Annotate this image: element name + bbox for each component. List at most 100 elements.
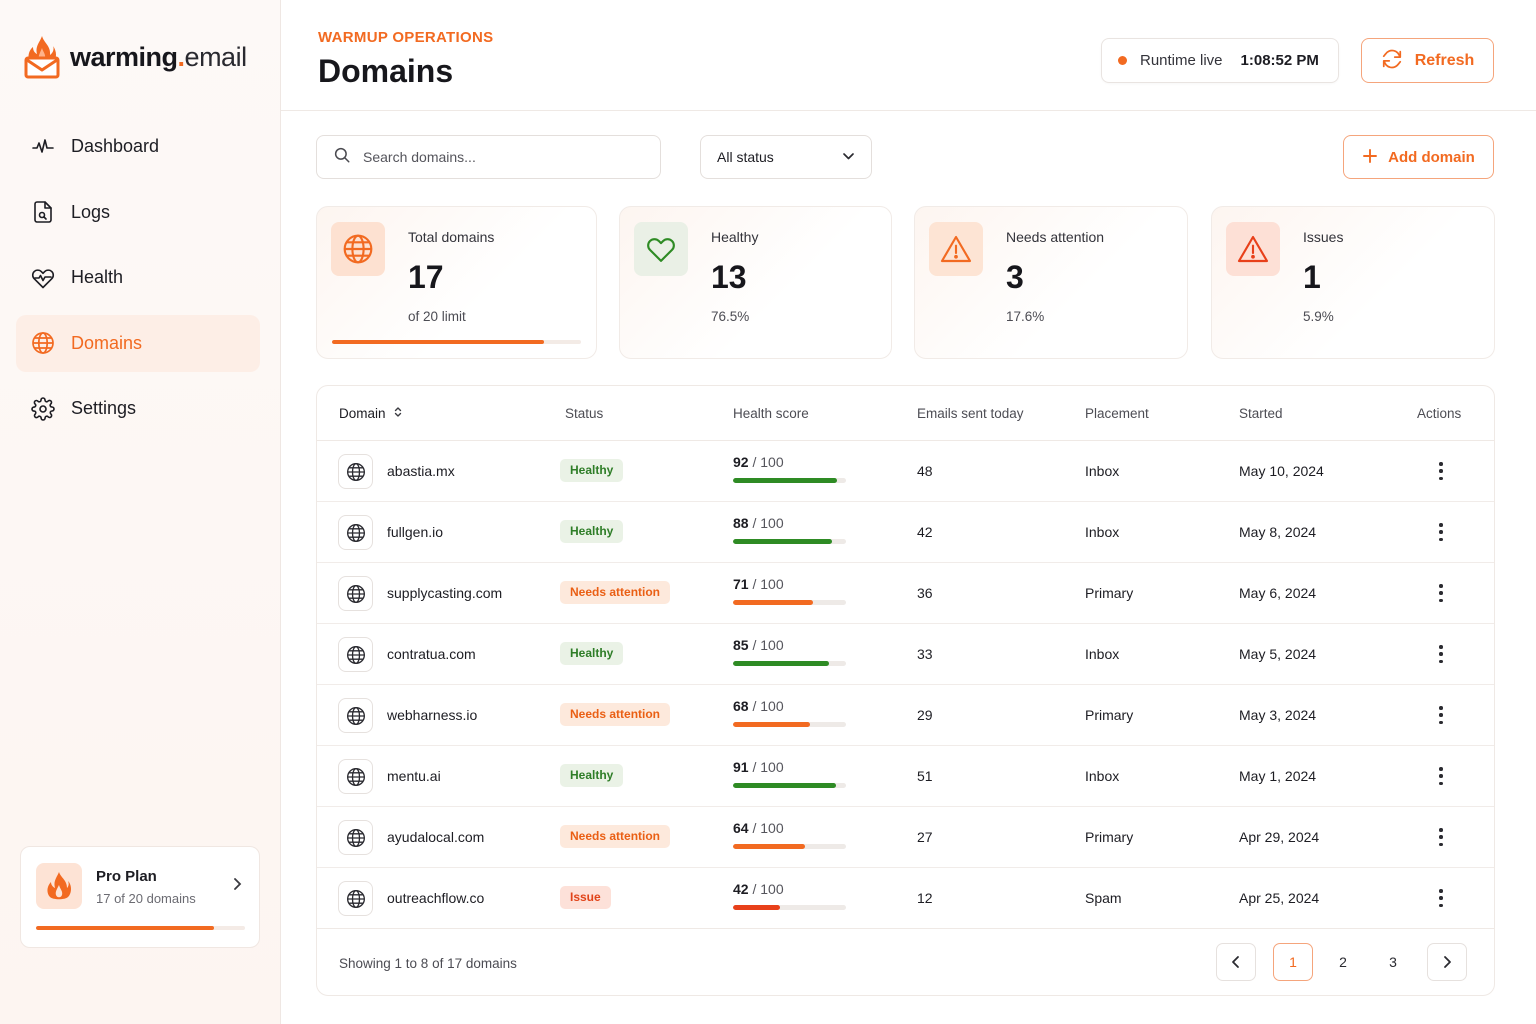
status-filter-value: All status bbox=[717, 149, 774, 165]
sidebar-item-label: Settings bbox=[71, 398, 137, 418]
health-score-fill bbox=[733, 661, 830, 666]
row-actions-menu-icon[interactable] bbox=[1431, 581, 1451, 605]
status-badge: Healthy bbox=[560, 520, 624, 543]
table-row[interactable]: webharness.io Needs attention 68 / 100 29 Pr… bbox=[317, 685, 1494, 746]
row-actions-menu-icon[interactable] bbox=[1431, 764, 1451, 788]
brand-name: warming.email bbox=[70, 41, 247, 72]
health-score-fill bbox=[733, 539, 833, 544]
activity-icon bbox=[30, 134, 56, 160]
table-row[interactable]: outreachflow.co Issue 42 / 100 12 Spam Apr 25… bbox=[317, 868, 1494, 929]
domain-limit-bar bbox=[332, 340, 581, 344]
stat-subtext: 76.5% bbox=[711, 309, 750, 324]
gear-icon bbox=[30, 396, 56, 422]
row-actions-menu-icon[interactable] bbox=[1431, 703, 1451, 727]
page-button-2[interactable]: 2 bbox=[1339, 954, 1347, 970]
health-score-bar bbox=[733, 844, 846, 849]
placement: Inbox bbox=[1085, 646, 1120, 662]
domain-name[interactable]: outreachflow.co bbox=[387, 890, 485, 906]
stat-card-healthy: Healthy 13 76.5% bbox=[619, 206, 892, 359]
column-label: Domain bbox=[339, 406, 386, 421]
stat-label: Needs attention bbox=[1006, 229, 1105, 245]
stat-subtext: of 20 limit bbox=[408, 309, 466, 324]
status-filter-select[interactable]: All status bbox=[700, 135, 872, 179]
placement: Primary bbox=[1085, 829, 1134, 845]
health-score: 42 / 100 bbox=[733, 881, 784, 897]
table-row[interactable]: supplycasting.com Needs attention 71 / 100… bbox=[317, 563, 1494, 624]
warning-icon bbox=[1226, 222, 1280, 276]
table-row[interactable]: contratua.com Healthy 85 / 100 33 Inbox May 5… bbox=[317, 624, 1494, 685]
column-header-domain[interactable]: Domain bbox=[339, 406, 402, 421]
domain-name[interactable]: supplycasting.com bbox=[387, 585, 503, 601]
add-domain-button[interactable]: Add domain bbox=[1343, 135, 1494, 179]
health-score-bar bbox=[733, 661, 846, 666]
stat-subtext: 5.9% bbox=[1303, 309, 1334, 324]
plan-title: Pro Plan bbox=[96, 868, 157, 885]
domain-name[interactable]: contratua.com bbox=[387, 646, 476, 662]
column-header-placement: Placement bbox=[1085, 406, 1149, 421]
flame-icon bbox=[36, 863, 82, 909]
health-score: 88 / 100 bbox=[733, 515, 784, 531]
table-row[interactable]: fullgen.io Healthy 88 / 100 42 Inbox May 8, 2… bbox=[317, 502, 1494, 563]
domain-name[interactable]: abastia.mx bbox=[387, 463, 455, 479]
domain-name[interactable]: ayudalocal.com bbox=[387, 829, 485, 845]
domains-table: Domain Status Health score Emails sent t… bbox=[316, 385, 1495, 996]
sidebar-item-health[interactable]: Health bbox=[16, 249, 260, 306]
sidebar-item-logs[interactable]: Logs bbox=[16, 184, 260, 241]
domain-name[interactable]: webharness.io bbox=[387, 707, 478, 723]
sidebar-item-domains[interactable]: Domains bbox=[16, 314, 260, 372]
health-score-fill bbox=[733, 722, 810, 727]
previous-page-button[interactable] bbox=[1216, 943, 1256, 981]
health-score: 68 / 100 bbox=[733, 698, 784, 714]
stat-subtext: 17.6% bbox=[1006, 309, 1045, 324]
health-score-fill bbox=[733, 905, 781, 910]
stat-value: 1 bbox=[1303, 259, 1321, 295]
row-actions-menu-icon[interactable] bbox=[1431, 459, 1451, 483]
globe-icon bbox=[338, 515, 373, 550]
sidebar: warming.email Dashboard Logs Health Doma… bbox=[0, 0, 281, 1024]
chevron-right-icon bbox=[231, 877, 243, 896]
refresh-icon bbox=[1381, 48, 1403, 73]
table-row[interactable]: ayudalocal.com Needs attention 64 / 100 27 P… bbox=[317, 807, 1494, 868]
status-badge: Needs attention bbox=[560, 581, 671, 604]
row-actions-menu-icon[interactable] bbox=[1431, 642, 1451, 666]
column-header-actions: Actions bbox=[1417, 406, 1462, 421]
search-input[interactable] bbox=[363, 149, 643, 165]
column-header-started: Started bbox=[1239, 406, 1283, 421]
emails-sent-today: 42 bbox=[917, 524, 933, 540]
search-box[interactable] bbox=[316, 135, 661, 179]
runtime-label: Runtime live bbox=[1140, 52, 1223, 69]
sidebar-item-settings[interactable]: Settings bbox=[16, 380, 260, 437]
row-actions-menu-icon[interactable] bbox=[1431, 886, 1451, 910]
row-actions-menu-icon[interactable] bbox=[1431, 520, 1451, 544]
table-row[interactable]: mentu.ai Healthy 91 / 100 51 Inbox May 1, 202… bbox=[317, 746, 1494, 807]
health-score: 64 / 100 bbox=[733, 820, 784, 836]
status-badge: Needs attention bbox=[560, 825, 671, 848]
globe-icon bbox=[338, 820, 373, 855]
refresh-button[interactable]: Refresh bbox=[1361, 38, 1494, 83]
health-score-bar bbox=[733, 600, 846, 605]
warning-icon bbox=[929, 222, 983, 276]
emails-sent-today: 51 bbox=[917, 768, 933, 784]
health-score: 85 / 100 bbox=[733, 637, 784, 653]
domain-name[interactable]: mentu.ai bbox=[387, 768, 441, 784]
sidebar-item-dashboard[interactable]: Dashboard bbox=[16, 118, 260, 175]
brand-logo[interactable]: warming.email bbox=[24, 32, 247, 82]
placement: Inbox bbox=[1085, 463, 1120, 479]
next-page-button[interactable] bbox=[1427, 943, 1467, 981]
stat-label: Total domains bbox=[408, 229, 495, 245]
page-header: WARMUP OPERATIONS Domains Runtime live 1… bbox=[281, 0, 1536, 111]
page-button-3[interactable]: 3 bbox=[1389, 954, 1397, 970]
pagination-summary: Showing 1 to 8 of 17 domains bbox=[339, 956, 517, 971]
emails-sent-today: 33 bbox=[917, 646, 933, 662]
health-score: 71 / 100 bbox=[733, 576, 784, 592]
health-score-fill bbox=[733, 478, 837, 483]
table-row[interactable]: abastia.mx Healthy 92 / 100 48 Inbox May 10, … bbox=[317, 441, 1494, 502]
page-button-1[interactable]: 1 bbox=[1273, 943, 1313, 981]
row-actions-menu-icon[interactable] bbox=[1431, 825, 1451, 849]
health-score-fill bbox=[733, 600, 814, 605]
domain-name[interactable]: fullgen.io bbox=[387, 524, 444, 540]
stat-card-total: Total domains 17 of 20 limit bbox=[316, 206, 597, 359]
globe-icon bbox=[338, 454, 373, 489]
globe-icon bbox=[331, 222, 385, 276]
plan-card[interactable]: Pro Plan 17 of 20 domains bbox=[20, 846, 260, 948]
